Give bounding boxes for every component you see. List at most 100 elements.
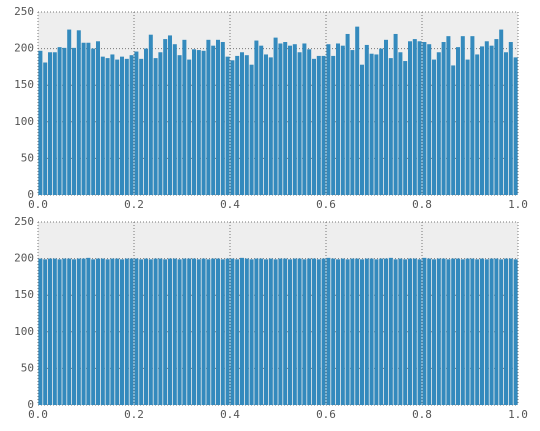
bar (43, 259, 48, 405)
bar (302, 259, 307, 405)
bar (278, 258, 283, 405)
y-tick-label: 150 (14, 288, 34, 301)
bar (206, 39, 211, 195)
x-tick-label: 0.8 (412, 198, 432, 211)
bar (72, 259, 76, 405)
bar (427, 44, 432, 195)
bar (321, 55, 326, 195)
bar (201, 258, 206, 405)
bar (177, 259, 182, 405)
bar (81, 258, 86, 405)
bar (297, 258, 302, 405)
y-tick-label: 100 (14, 325, 34, 338)
bar (456, 258, 460, 405)
bar (340, 258, 345, 405)
bar (374, 259, 379, 405)
bar (225, 56, 230, 195)
bar (244, 258, 249, 405)
bar (494, 39, 499, 195)
bar (499, 259, 504, 405)
bar (57, 259, 62, 405)
bar (427, 258, 432, 405)
bar (124, 58, 129, 196)
bar (384, 258, 388, 405)
y-tick-label: 200 (14, 42, 34, 55)
bar (254, 40, 259, 195)
bar (96, 258, 100, 405)
x-tick-label: 0.2 (124, 408, 144, 421)
bar (43, 62, 48, 196)
bar (62, 258, 67, 405)
bar (100, 258, 105, 405)
bar (72, 47, 76, 196)
bar (235, 55, 240, 195)
bar (211, 258, 216, 405)
bar (206, 259, 211, 405)
bar (441, 42, 446, 196)
bar (76, 30, 81, 195)
bar (129, 258, 134, 405)
bar (403, 259, 408, 405)
bar (163, 259, 168, 405)
bar (379, 258, 384, 405)
bar (312, 58, 316, 196)
bar (499, 29, 504, 196)
bar (158, 52, 163, 196)
bar (235, 259, 240, 405)
bar (86, 257, 91, 405)
bar (417, 41, 422, 195)
y-tick-label: 0 (27, 398, 34, 411)
bar (408, 41, 412, 195)
x-tick-label: 0.8 (412, 408, 432, 421)
bar (331, 55, 336, 195)
bar (273, 37, 278, 196)
bar (336, 43, 340, 196)
bar (100, 56, 105, 195)
bar (307, 258, 312, 405)
bar (350, 50, 355, 196)
bar (134, 258, 139, 405)
bar (96, 41, 100, 195)
bar (302, 43, 307, 196)
bar (168, 258, 172, 405)
bar (230, 60, 235, 196)
bar (139, 259, 144, 405)
bar (360, 259, 364, 405)
bar (422, 42, 427, 196)
bar (144, 48, 148, 195)
bar (494, 258, 499, 405)
bar (124, 258, 129, 405)
y-tick-label: 150 (14, 78, 34, 91)
bar (139, 58, 144, 196)
bar (408, 258, 412, 405)
bar (163, 39, 168, 195)
bar (38, 50, 43, 195)
bar (340, 45, 345, 196)
bar (259, 45, 264, 196)
bar (158, 258, 163, 405)
bar (432, 259, 436, 405)
y-tick-label: 250 (14, 5, 34, 18)
bar (57, 47, 62, 195)
x-tick-label: 0.0 (28, 408, 48, 421)
bar (115, 59, 120, 195)
bar (249, 64, 254, 195)
bar (110, 54, 115, 196)
bar (379, 48, 384, 195)
bar (393, 259, 398, 405)
bar (177, 55, 182, 195)
bar (388, 257, 393, 405)
bar (465, 59, 470, 195)
bar (350, 258, 355, 405)
bar (513, 57, 518, 195)
bar (187, 59, 192, 195)
bar (369, 258, 374, 405)
bar (81, 42, 86, 195)
x-tick-label: 0.0 (28, 198, 48, 211)
bar (288, 259, 292, 405)
bar (484, 259, 489, 405)
bar (182, 258, 187, 405)
bar (67, 258, 72, 405)
bar (52, 52, 57, 196)
bar (240, 52, 244, 196)
